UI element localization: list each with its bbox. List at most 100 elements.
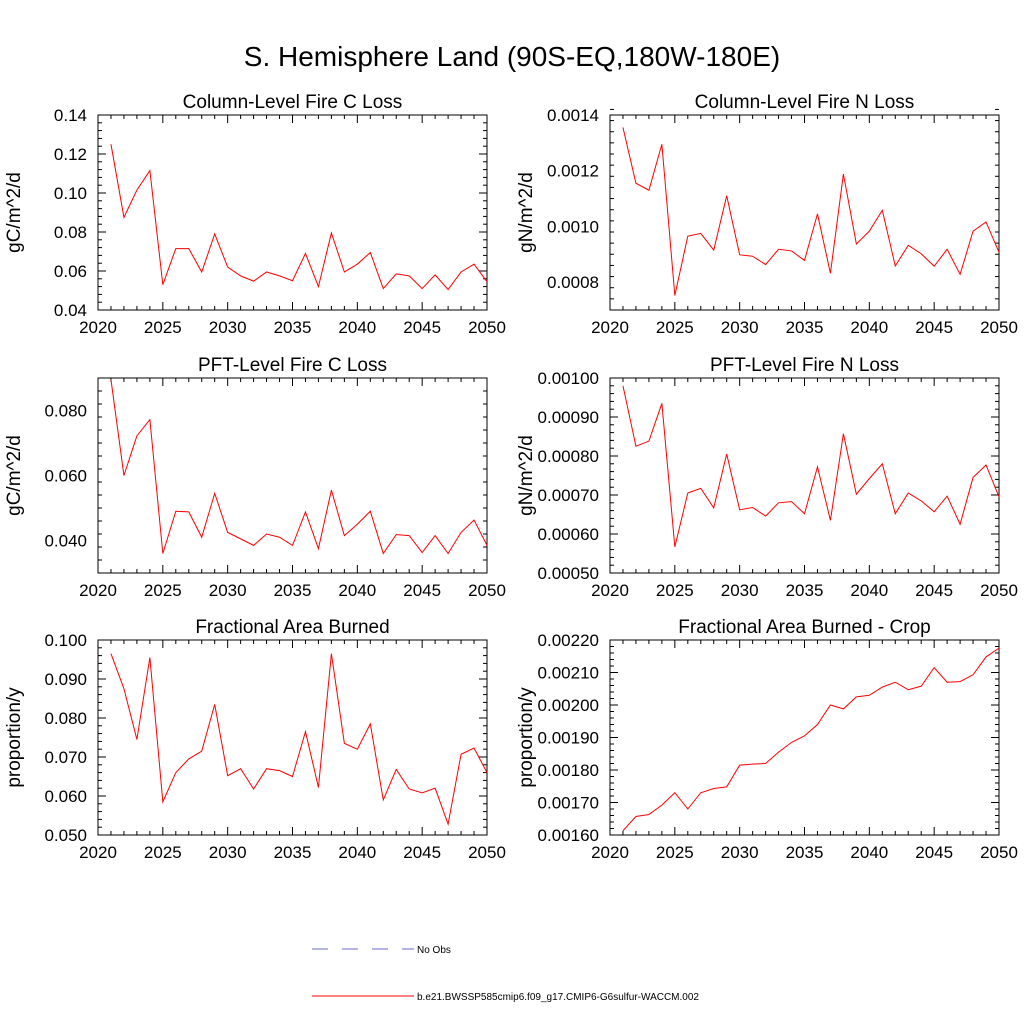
panel-4-pft-level-fire-n-loss-ytick-label: 0.00050 bbox=[538, 564, 599, 583]
panel-1-column-level-fire-c-loss-xtick-label: 2025 bbox=[144, 318, 182, 337]
panel-5-fractional-area-burned-xtick-label: 2045 bbox=[403, 843, 441, 862]
panel-6-fractional-area-burned-crop-ytick-label: 0.00190 bbox=[538, 729, 599, 748]
panel-2-column-level-fire-n-loss-xtick-label: 2030 bbox=[721, 318, 759, 337]
panel-3-pft-level-fire-c-loss-ylabel: gC/m^2/d bbox=[4, 435, 25, 516]
panel-5-fractional-area-burned-ytick-label: 0.090 bbox=[44, 670, 87, 689]
panel-1-column-level-fire-c-loss-title: Column-Level Fire C Loss bbox=[183, 92, 403, 113]
legend-label-model-run: b.e21.BWSSP585cmip6.f09_g17.CMIP6-G6sulf… bbox=[417, 992, 699, 1003]
panel-4-pft-level-fire-n-loss-xtick-label: 2025 bbox=[656, 581, 694, 600]
panel-5-fractional-area-burned: Fractional Area Burned proportion/y 2020 20… bbox=[4, 617, 506, 862]
panel-5-fractional-area-burned-xtick-label: 2025 bbox=[144, 843, 182, 862]
panel-6-fractional-area-burned-crop-xtick-label: 2045 bbox=[915, 843, 953, 862]
panel-2-column-level-fire-n-loss-frame bbox=[609, 114, 1000, 311]
panel-4-pft-level-fire-n-loss-ylabel: gN/m^2/d bbox=[516, 435, 537, 516]
panel-3-pft-level-fire-c-loss-xtick-label: 2050 bbox=[468, 581, 506, 600]
panel-5-fractional-area-burned-ylabel: proportion/y bbox=[4, 687, 25, 788]
panel-6-fractional-area-burned-crop-ylabel: proportion/y bbox=[516, 687, 537, 788]
panels: Column-Level Fire C Loss gC/m^2/d 2020 2025… bbox=[4, 92, 1018, 862]
panel-4-pft-level-fire-n-loss-xtick-label: 2050 bbox=[980, 581, 1018, 600]
panel-5-fractional-area-burned-ytick-label: 0.100 bbox=[44, 631, 87, 650]
panel-1-column-level-fire-c-loss-xtick-label: 2030 bbox=[209, 318, 247, 337]
panel-6-fractional-area-burned-crop-series-line-1 bbox=[622, 647, 1000, 832]
panel-4-pft-level-fire-n-loss-title: PFT-Level Fire N Loss bbox=[710, 355, 899, 376]
panel-5-fractional-area-burned-ytick-label: 0.080 bbox=[44, 709, 87, 728]
panel-6-fractional-area-burned-crop-ytick-label: 0.00180 bbox=[538, 761, 599, 780]
panel-1-column-level-fire-c-loss-xtick-label: 2035 bbox=[274, 318, 312, 337]
panel-4-pft-level-fire-n-loss: PFT-Level Fire N Loss gN/m^2/d 2020 2025 203… bbox=[516, 355, 1018, 600]
panel-5-fractional-area-burned-xtick-label: 2030 bbox=[209, 843, 247, 862]
panel-3-pft-level-fire-c-loss-ytick-label: 0.040 bbox=[44, 532, 87, 551]
panel-3-pft-level-fire-c-loss-xtick-label: 2030 bbox=[209, 581, 247, 600]
panel-2-column-level-fire-n-loss-ytick-label: 0.0008 bbox=[547, 273, 599, 292]
panel-3-pft-level-fire-c-loss-xtick-label: 2045 bbox=[403, 581, 441, 600]
figure-title: S. Hemisphere Land (90S-EQ,180W-180E) bbox=[244, 41, 780, 72]
panel-2-column-level-fire-n-loss-xtick-label: 2025 bbox=[656, 318, 694, 337]
panel-1-column-level-fire-c-loss: Column-Level Fire C Loss gC/m^2/d 2020 2025… bbox=[4, 92, 506, 337]
panel-6-fractional-area-burned-crop: Fractional Area Burned - Crop proportion/… bbox=[516, 617, 1018, 862]
panel-4-pft-level-fire-n-loss-xtick-label: 2040 bbox=[850, 581, 888, 600]
panel-1-column-level-fire-c-loss-ytick-label: 0.04 bbox=[54, 301, 87, 320]
panel-6-fractional-area-burned-crop-xtick-label: 2050 bbox=[980, 843, 1018, 862]
panel-4-pft-level-fire-n-loss-ytick-label: 0.00080 bbox=[538, 447, 599, 466]
panel-4-pft-level-fire-n-loss-xtick-label: 2030 bbox=[721, 581, 759, 600]
panel-5-fractional-area-burned-xtick-label: 2040 bbox=[338, 843, 376, 862]
panel-3-pft-level-fire-c-loss-xtick-label: 2035 bbox=[274, 581, 312, 600]
panel-4-pft-level-fire-n-loss-series-line-1 bbox=[622, 385, 1000, 547]
panel-6-fractional-area-burned-crop-xtick-label: 2030 bbox=[721, 843, 759, 862]
panel-3-pft-level-fire-c-loss-xtick-label: 2040 bbox=[338, 581, 376, 600]
panel-1-column-level-fire-c-loss-ytick-label: 0.06 bbox=[54, 262, 87, 281]
panel-5-fractional-area-burned-frame bbox=[97, 639, 488, 836]
panel-2-column-level-fire-n-loss-ylabel: gN/m^2/d bbox=[516, 172, 537, 253]
panel-5-fractional-area-burned-title: Fractional Area Burned bbox=[195, 617, 389, 638]
panel-3-pft-level-fire-c-loss-title: PFT-Level Fire C Loss bbox=[198, 355, 387, 376]
panel-1-column-level-fire-c-loss-xtick-label: 2020 bbox=[79, 318, 117, 337]
panel-1-column-level-fire-c-loss-ytick-label: 0.14 bbox=[54, 106, 87, 125]
panel-2-column-level-fire-n-loss-ytick-label: 0.0012 bbox=[547, 162, 599, 181]
panel-2-column-level-fire-n-loss: Column-Level Fire N Loss gN/m^2/d 2020 2025… bbox=[516, 92, 1018, 337]
panel-3-pft-level-fire-c-loss-series-line-1 bbox=[110, 379, 488, 555]
panel-3-pft-level-fire-c-loss: PFT-Level Fire C Loss gC/m^2/d 2020 2025 203… bbox=[4, 355, 506, 600]
panel-4-pft-level-fire-n-loss-xtick-label: 2045 bbox=[915, 581, 953, 600]
panel-2-column-level-fire-n-loss-xtick-label: 2020 bbox=[591, 318, 629, 337]
legend-label-no-obs: No Obs bbox=[417, 945, 451, 956]
panel-6-fractional-area-burned-crop-ytick-label: 0.00200 bbox=[538, 696, 599, 715]
panel-1-column-level-fire-c-loss-series-line-1 bbox=[110, 144, 488, 291]
panel-5-fractional-area-burned-ytick-label: 0.060 bbox=[44, 787, 87, 806]
panel-5-fractional-area-burned-series-line-1 bbox=[110, 653, 488, 826]
panel-5-fractional-area-burned-xtick-label: 2050 bbox=[468, 843, 506, 862]
panel-2-column-level-fire-n-loss-ytick-label: 0.0010 bbox=[547, 217, 599, 236]
panel-4-pft-level-fire-n-loss-ytick-label: 0.00090 bbox=[538, 408, 599, 427]
panel-2-column-level-fire-n-loss-xtick-label: 2040 bbox=[850, 318, 888, 337]
panel-1-column-level-fire-c-loss-ytick-label: 0.08 bbox=[54, 223, 87, 242]
panel-6-fractional-area-burned-crop-ytick-label: 0.00210 bbox=[538, 664, 599, 683]
panel-4-pft-level-fire-n-loss-xtick-label: 2020 bbox=[591, 581, 629, 600]
panel-3-pft-level-fire-c-loss-ytick-label: 0.060 bbox=[44, 467, 87, 486]
panel-6-fractional-area-burned-crop-xtick-label: 2040 bbox=[850, 843, 888, 862]
panel-2-column-level-fire-n-loss-xtick-label: 2045 bbox=[915, 318, 953, 337]
panel-5-fractional-area-burned-ytick-label: 0.070 bbox=[44, 748, 87, 767]
panel-2-column-level-fire-n-loss-ytick-label: 0.0014 bbox=[547, 106, 599, 125]
panel-1-column-level-fire-c-loss-xtick-label: 2040 bbox=[338, 318, 376, 337]
panel-2-column-level-fire-n-loss-xtick-label: 2035 bbox=[786, 318, 824, 337]
panel-5-fractional-area-burned-xtick-label: 2035 bbox=[274, 843, 312, 862]
panel-2-column-level-fire-n-loss-title: Column-Level Fire N Loss bbox=[695, 92, 915, 113]
panel-6-fractional-area-burned-crop-ytick-label: 0.00220 bbox=[538, 631, 599, 650]
panel-4-pft-level-fire-n-loss-ytick-label: 0.00100 bbox=[538, 369, 599, 388]
panel-1-column-level-fire-c-loss-xtick-label: 2050 bbox=[468, 318, 506, 337]
panel-4-pft-level-fire-n-loss-ytick-label: 0.00070 bbox=[538, 486, 599, 505]
panel-5-fractional-area-burned-ytick-label: 0.050 bbox=[44, 826, 87, 845]
panel-6-fractional-area-burned-crop-title: Fractional Area Burned - Crop bbox=[678, 617, 930, 638]
panel-5-fractional-area-burned-xtick-label: 2020 bbox=[79, 843, 117, 862]
panel-6-fractional-area-burned-crop-xtick-label: 2035 bbox=[786, 843, 824, 862]
panel-3-pft-level-fire-c-loss-xtick-label: 2025 bbox=[144, 581, 182, 600]
panel-3-pft-level-fire-c-loss-xtick-label: 2020 bbox=[79, 581, 117, 600]
panel-1-column-level-fire-c-loss-ytick-label: 0.12 bbox=[54, 145, 87, 164]
panel-4-pft-level-fire-n-loss-ytick-label: 0.00060 bbox=[538, 525, 599, 544]
panel-1-column-level-fire-c-loss-xtick-label: 2045 bbox=[403, 318, 441, 337]
panel-6-fractional-area-burned-crop-xtick-label: 2020 bbox=[591, 843, 629, 862]
panel-1-column-level-fire-c-loss-ylabel: gC/m^2/d bbox=[4, 172, 25, 253]
panel-6-fractional-area-burned-crop-frame bbox=[609, 639, 1000, 836]
panel-1-column-level-fire-c-loss-ytick-label: 0.10 bbox=[54, 184, 87, 203]
legend: No Obs b.e21.BWSSP585cmip6.f09_g17.CMIP6… bbox=[312, 945, 699, 1003]
